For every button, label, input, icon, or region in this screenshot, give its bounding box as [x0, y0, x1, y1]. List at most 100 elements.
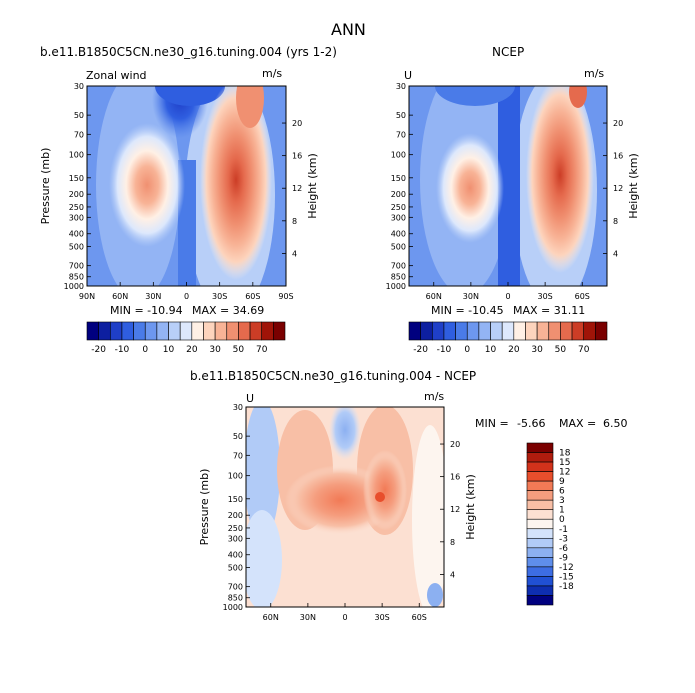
panel1-ytick-label: 150	[69, 174, 84, 183]
colorbar-diff-label: 12	[559, 468, 570, 478]
panel1-y2tick-label: 16	[292, 152, 302, 161]
colorbar-diff-label: -12	[559, 563, 574, 573]
colorbar-diff-swatch	[526, 480, 554, 491]
colorbar-swatch	[156, 321, 169, 341]
colorbar-swatch	[214, 321, 228, 341]
panel1-y2tick-label: 8	[292, 217, 297, 226]
panel1-title: b.e11.B1850C5CN.ne30_g16.tuning.004 (yrs…	[40, 45, 337, 59]
panel2-max-label: MAX = 31.11	[513, 304, 586, 317]
panel3-title: b.e11.B1850C5CN.ne30_g16.tuning.004 - NC…	[190, 369, 477, 383]
figure-title: ANN	[331, 20, 366, 39]
colorbar-diff-swatch	[526, 518, 554, 530]
panel3-ytick-label: 400	[228, 551, 243, 560]
colorbar-swatch	[238, 321, 251, 341]
colorbar-swatch	[513, 321, 526, 341]
panel1-y2tick-label: 4	[292, 249, 297, 258]
colorbar-diff-label: 18	[559, 449, 571, 459]
colorbar-label: 50	[555, 345, 567, 355]
colorbar-swatch	[420, 321, 433, 341]
colorbar-diff-label: -18	[559, 582, 574, 592]
colorbar-diff-swatch	[526, 490, 554, 501]
panel3-corner-left: U	[246, 392, 255, 405]
colorbar-diff-swatch	[526, 471, 554, 482]
colorbar-swatch	[455, 321, 468, 341]
panel1-xtick-label: 90S	[278, 292, 293, 301]
panel2-field	[409, 86, 607, 286]
colorbar-label: 10	[163, 345, 175, 355]
panel1-xtick-label: 0	[184, 292, 189, 301]
colorbar-swatch	[191, 321, 204, 341]
colorbar-swatch	[249, 321, 263, 341]
colorbar-label: 20	[186, 345, 198, 355]
panel3-max-label: MAX =	[559, 417, 597, 430]
panel2-units: m/s	[584, 67, 605, 80]
colorbar-swatch	[595, 321, 608, 341]
panel2-title: NCEP	[492, 45, 525, 59]
panel3-xtick-label: 0	[342, 613, 347, 622]
panel2-ytick-label: 100	[391, 151, 406, 160]
panel2-y2label: Height (km)	[627, 153, 640, 219]
colorbar-swatch	[109, 321, 123, 341]
colorbar-swatch	[86, 321, 99, 341]
panel1-xtick-label: 60N	[112, 292, 128, 301]
colorbar-swatch	[571, 321, 585, 341]
panel2-ytick-label: 50	[396, 111, 406, 120]
panel3-xtick-label: 60N	[263, 613, 279, 622]
panel2-xtick-label: 30S	[537, 292, 552, 301]
colorbar-swatch	[478, 321, 491, 341]
colorbar-swatch	[490, 321, 503, 341]
panel1-field	[87, 86, 286, 286]
panel3-xtick-label: 30S	[374, 613, 389, 622]
colorbar-swatch	[443, 321, 456, 341]
colorbar-label: 70	[256, 345, 268, 355]
panel2-ytick-label: 400	[391, 230, 406, 239]
panel3-ytick-label: 150	[228, 495, 243, 504]
panel3-y2tick-label: 20	[450, 440, 460, 449]
panel1-y2label: Height (km)	[306, 153, 319, 219]
panel3-min-label: MIN =	[475, 417, 509, 430]
panel1-ytick-label: 50	[74, 111, 84, 120]
colorbar-swatch	[525, 321, 538, 341]
colorbar-diff-swatch	[526, 595, 554, 606]
colorbar-diff-swatch	[526, 557, 554, 568]
colorbar-label: 50	[233, 345, 245, 355]
colorbar-swatch	[203, 321, 216, 341]
colorbar-label: 20	[508, 345, 520, 355]
colorbar-diff-swatch	[526, 452, 554, 463]
colorbar-diff-swatch	[526, 585, 554, 596]
panel2-y2tick-label: 20	[613, 119, 623, 128]
panel2-ytick-label: 30	[396, 82, 406, 91]
panel3-ytick-label: 50	[233, 432, 243, 441]
panel2-ytick-label: 150	[391, 174, 406, 183]
colorbar-swatch	[408, 321, 421, 341]
panel2-y2tick-label: 8	[613, 217, 618, 226]
colorbar-label: -10	[437, 345, 452, 355]
colorbar-swatch	[226, 321, 239, 341]
colorbar-swatch	[431, 321, 445, 341]
panel1-ytick-label: 1000	[64, 282, 84, 291]
panel1-ytick-label: 300	[69, 213, 84, 222]
panel1-ytick-label: 100	[69, 151, 84, 160]
panel2-xtick-label: 0	[505, 292, 510, 301]
colorbar-diff-label: -3	[559, 534, 568, 544]
colorbar-label: -10	[115, 345, 130, 355]
panel3-y2tick-label: 12	[450, 505, 460, 514]
colorbar-swatch	[536, 321, 550, 341]
panel1-y2tick-label: 12	[292, 184, 302, 193]
colorbar-label: 10	[485, 345, 497, 355]
panel1-ytick-label: 700	[69, 262, 84, 271]
colorbar-swatch	[501, 321, 515, 341]
panel3-ytick-label: 250	[228, 524, 243, 533]
panel1-ytick-label: 500	[69, 242, 84, 251]
colorbar-label: 0	[464, 345, 470, 355]
panel2-min-label: MIN = -10.45	[431, 304, 504, 317]
colorbar-swatch	[168, 321, 181, 341]
colorbar-diff-label: -6	[559, 544, 568, 554]
panel1-ytick-label: 250	[69, 203, 84, 212]
colorbar-swatch	[98, 321, 111, 341]
colorbar-swatch	[133, 321, 146, 341]
panel3-field	[246, 407, 444, 607]
colorbar-label: -20	[91, 345, 106, 355]
panel1-min-label: MIN = -10.94	[110, 304, 183, 317]
